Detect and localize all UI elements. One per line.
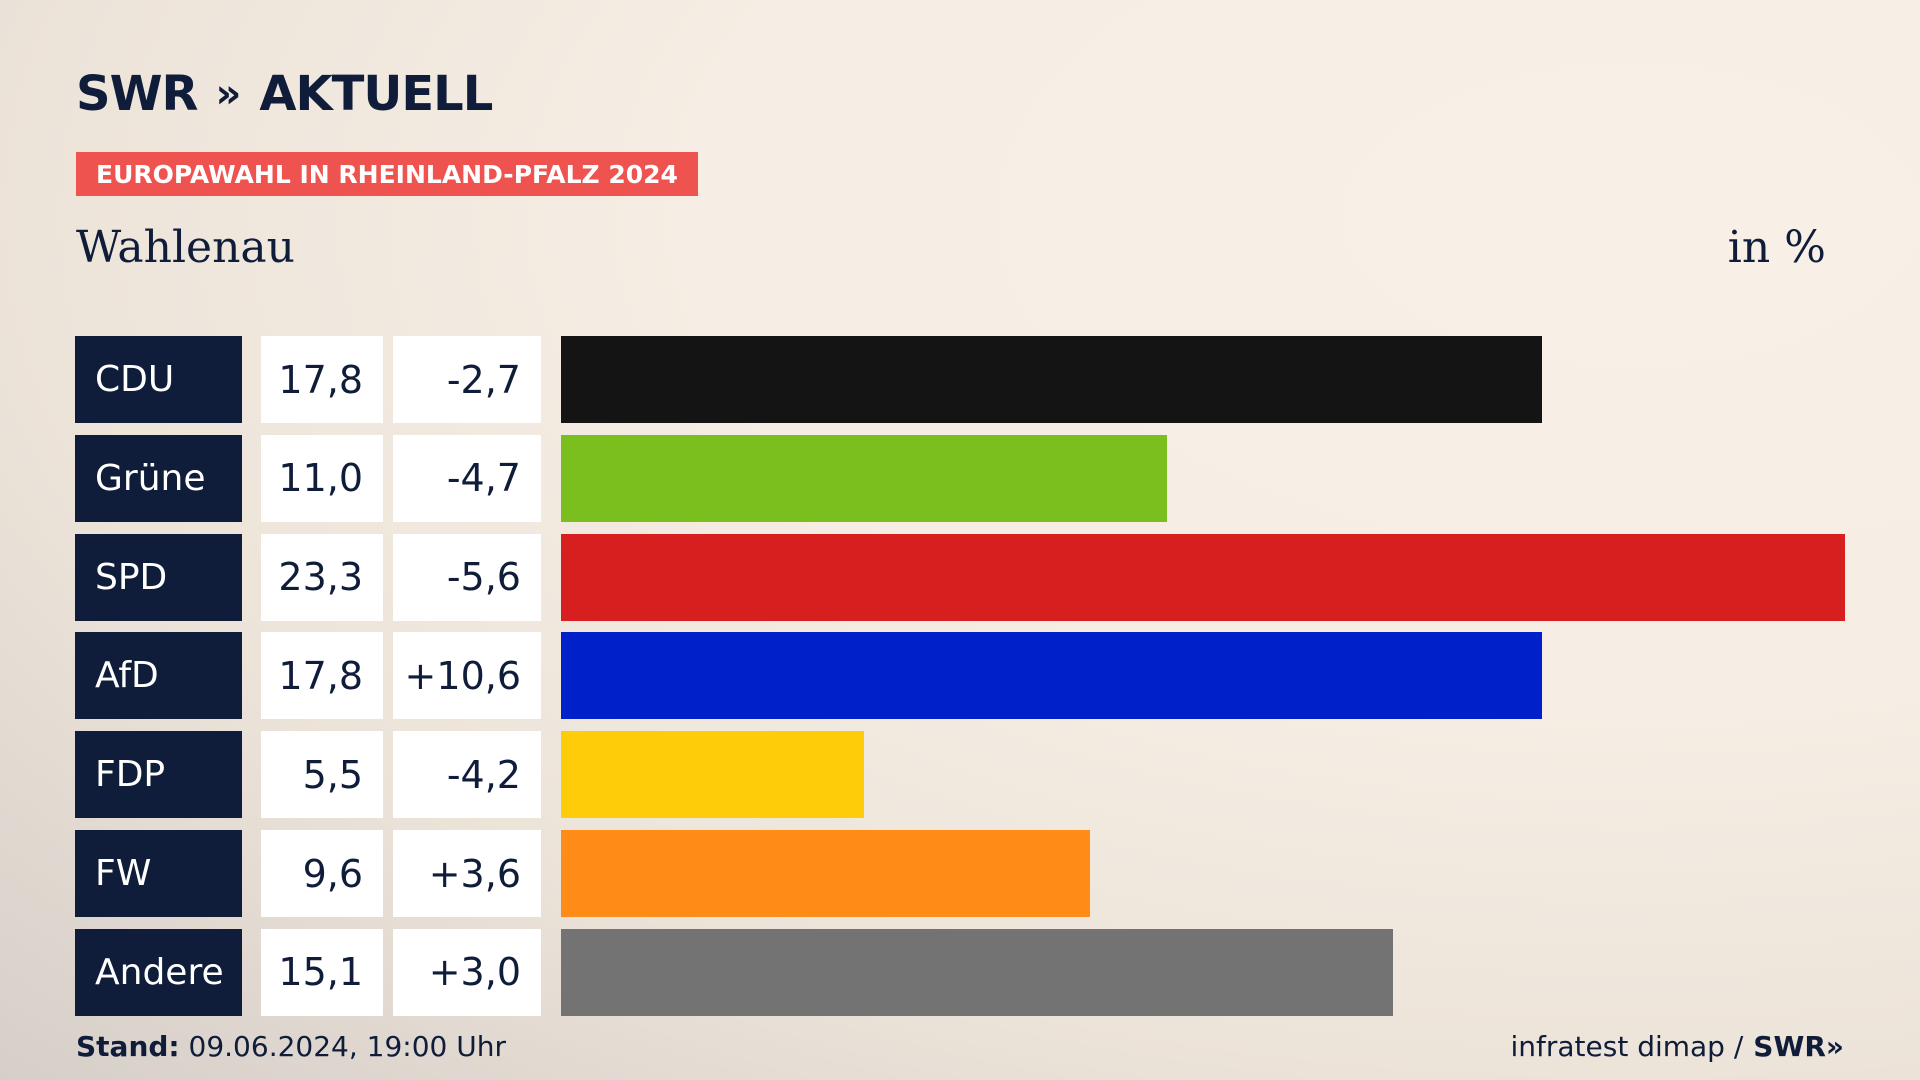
vote-share-value: 9,6 <box>261 830 383 917</box>
vote-share-bar <box>561 830 1091 917</box>
vote-share-diff: -4,2 <box>393 731 541 819</box>
party-row: Andere 15,1 +3,0 <box>75 928 1845 1016</box>
swr-aktuell-logo: SWR » AKTUELL <box>76 66 493 122</box>
party-row: AfD 17,8 +10,6 <box>75 632 1845 720</box>
stand-value: 09.06.2024, 19:00 Uhr <box>188 1030 506 1063</box>
logo-suffix: AKTUELL <box>259 66 493 122</box>
vote-share-bar <box>561 336 1542 423</box>
vote-share-diff: +10,6 <box>393 632 541 720</box>
source-credit: infratest dimap / SWR» <box>1510 1030 1844 1063</box>
vote-share-value: 5,5 <box>261 731 383 819</box>
party-label: AfD <box>75 632 242 720</box>
vote-share-value: 17,8 <box>261 336 383 423</box>
party-row: Grüne 11,0 -4,7 <box>75 434 1845 522</box>
party-row: CDU 17,8 -2,7 <box>75 336 1845 423</box>
party-label: Andere <box>75 928 242 1016</box>
party-row: SPD 23,3 -5,6 <box>75 533 1845 621</box>
election-badge: EUROPAWAHL IN RHEINLAND-PFALZ 2024 <box>76 152 698 196</box>
vote-share-diff: -5,6 <box>393 533 541 621</box>
vote-share-bar <box>561 731 865 819</box>
unit-label: in % <box>1727 222 1826 273</box>
vote-share-bar <box>561 434 1168 522</box>
party-label: CDU <box>75 336 242 423</box>
vote-share-diff: +3,0 <box>393 928 541 1016</box>
chevron-icon: » <box>215 71 241 117</box>
stand-label: Stand: <box>76 1030 180 1063</box>
vote-share-value: 23,3 <box>261 533 383 621</box>
vote-share-value: 15,1 <box>261 928 383 1016</box>
vote-share-bar <box>561 533 1845 621</box>
vote-share-diff: -2,7 <box>393 336 541 423</box>
vote-share-value: 17,8 <box>261 632 383 720</box>
party-row: FDP 5,5 -4,2 <box>75 731 1845 819</box>
swr-mini-logo: SWR» <box>1753 1030 1844 1063</box>
vote-share-value: 11,0 <box>261 434 383 522</box>
vote-share-bar <box>561 632 1542 720</box>
timestamp: Stand: 09.06.2024, 19:00 Uhr <box>76 1030 506 1063</box>
logo-text: SWR <box>76 66 198 122</box>
vote-share-diff: -4,7 <box>393 434 541 522</box>
party-label: FW <box>75 830 242 917</box>
vote-share-bar <box>561 928 1394 1016</box>
source-text: infratest dimap / <box>1510 1030 1744 1063</box>
party-label: SPD <box>75 533 242 621</box>
party-row: FW 9,6 +3,6 <box>75 830 1845 917</box>
vote-share-diff: +3,6 <box>393 830 541 917</box>
party-label: Grüne <box>75 434 242 522</box>
region-title: Wahlenau <box>76 222 295 273</box>
party-label: FDP <box>75 731 242 819</box>
